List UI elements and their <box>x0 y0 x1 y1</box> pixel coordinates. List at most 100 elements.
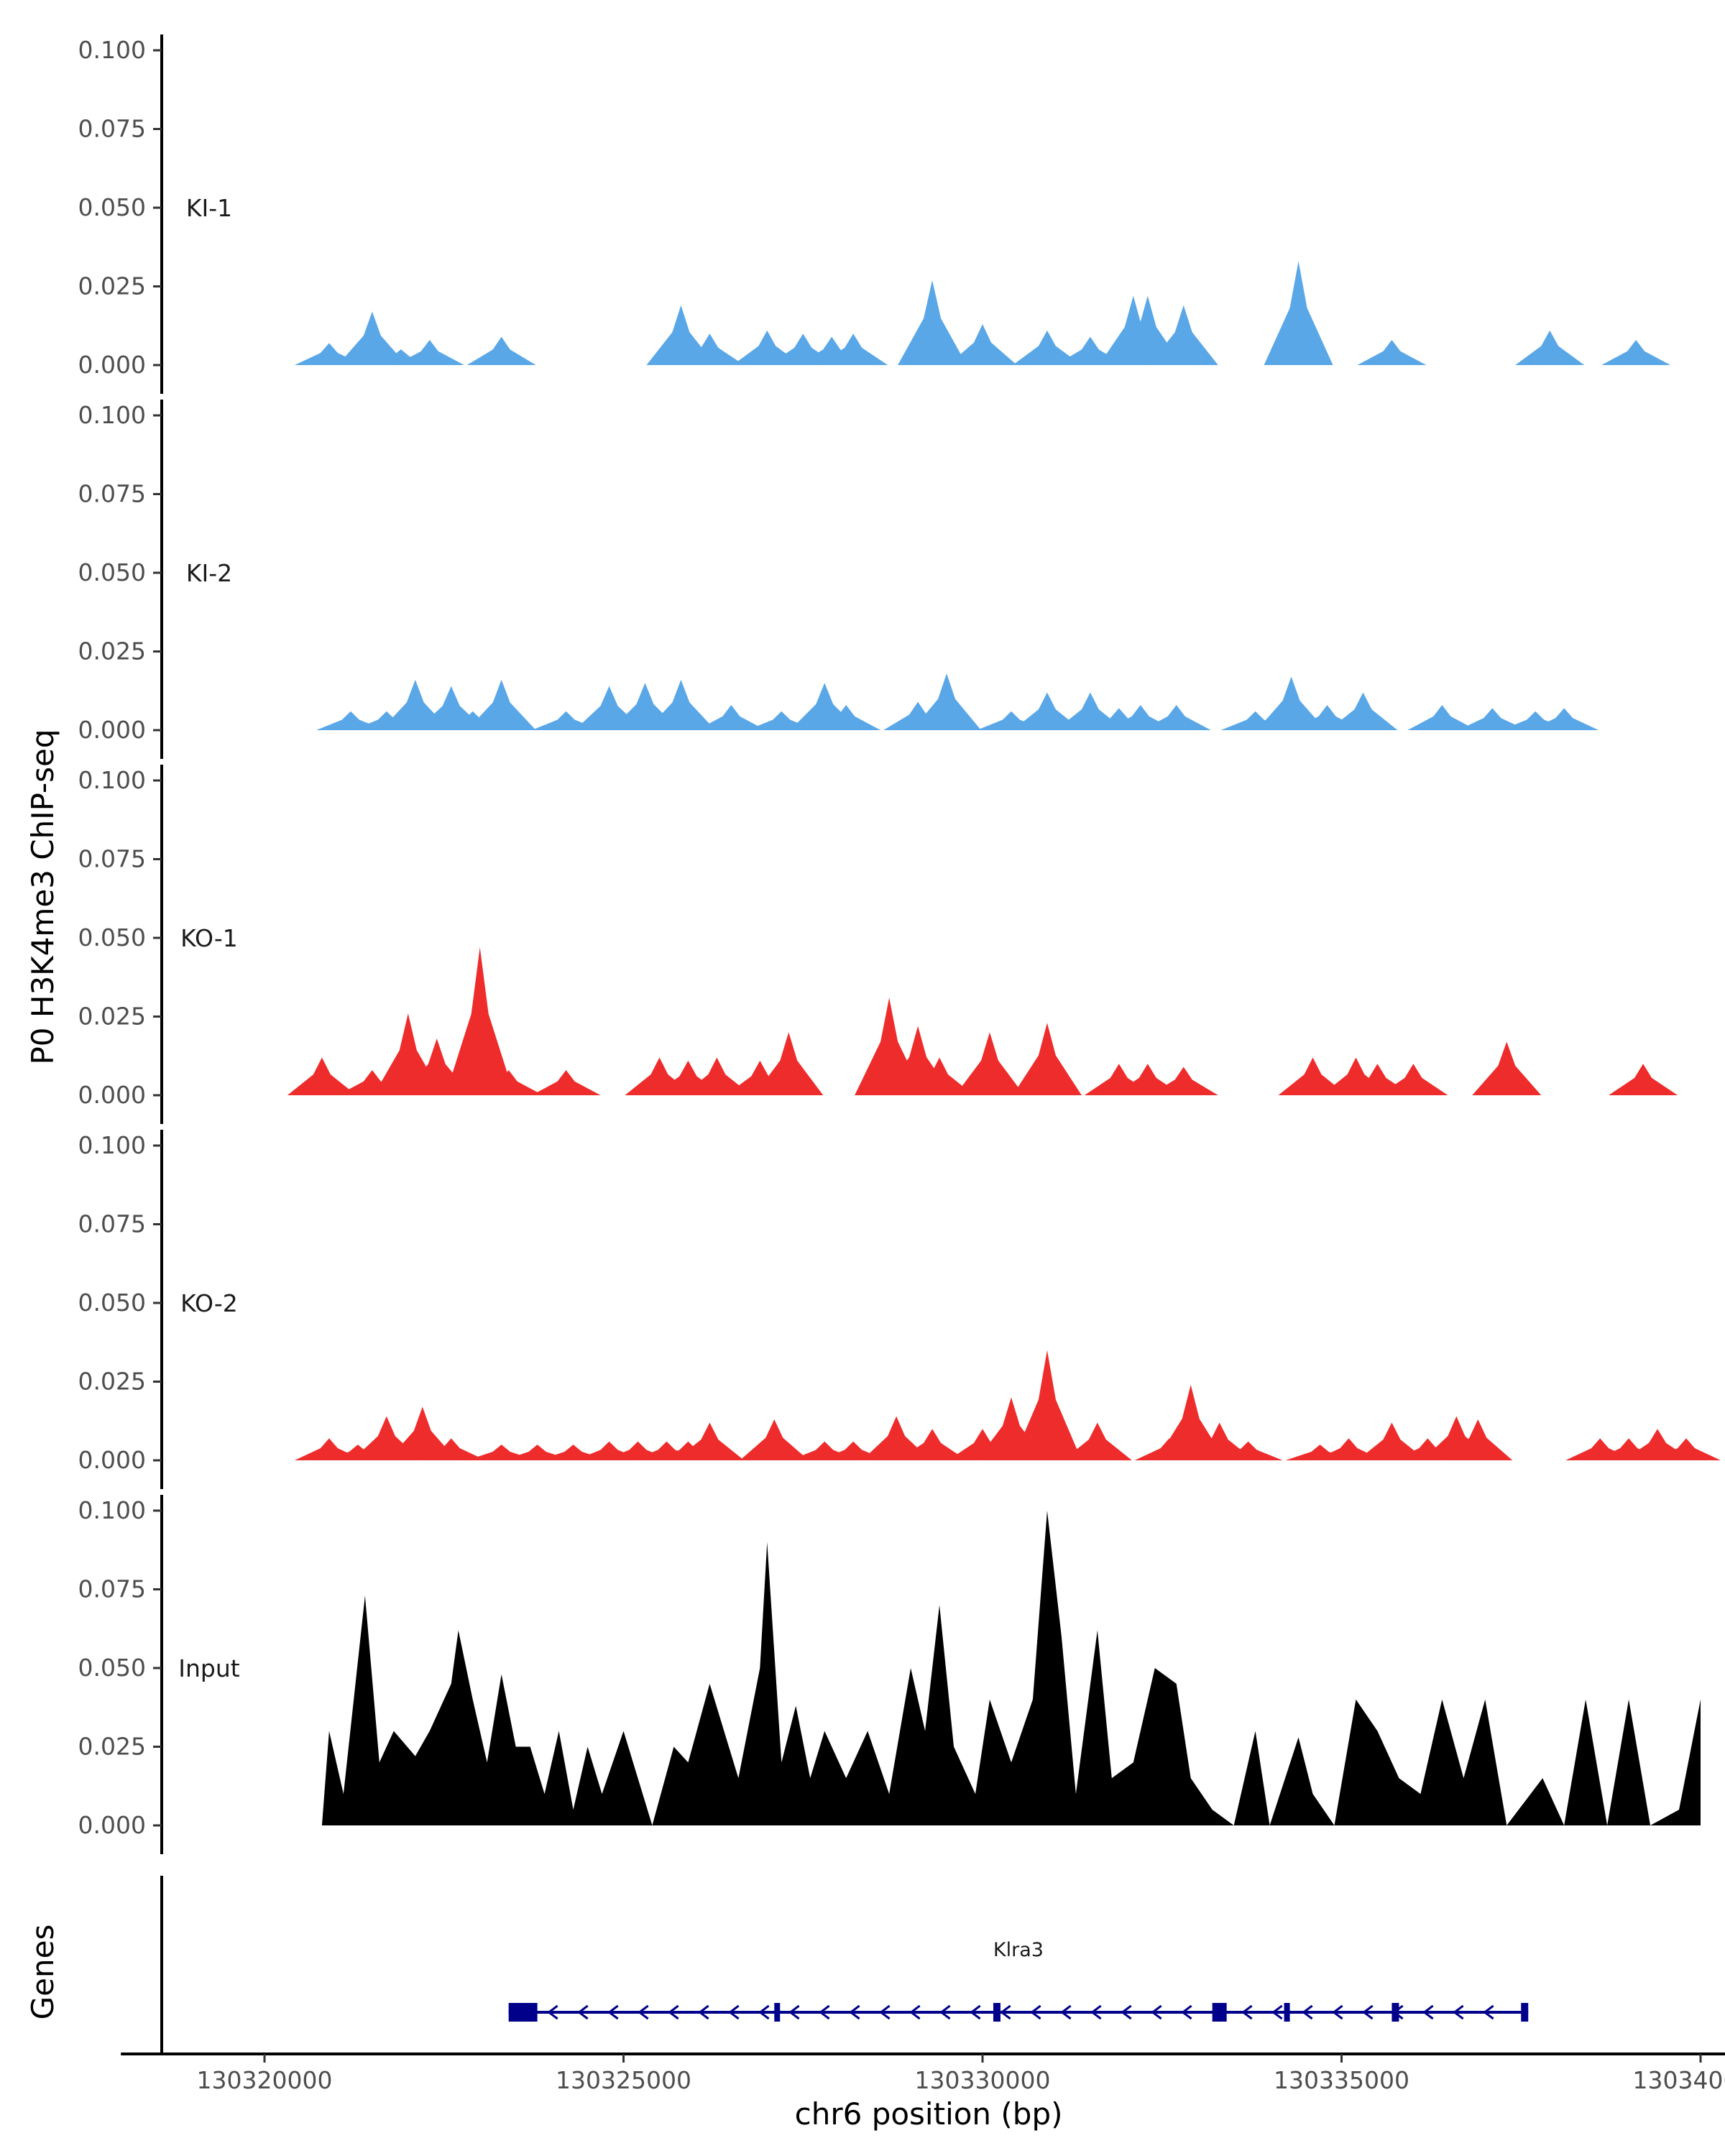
y-tick-label: 0.075 <box>78 1210 146 1238</box>
strand-arrow <box>1090 2004 1102 2020</box>
y-tick-label: 0.100 <box>78 766 146 794</box>
strand-arrow <box>1151 2004 1162 2020</box>
signal-peak <box>395 339 464 365</box>
gene-exon <box>1212 2003 1227 2022</box>
y-tick-label: 0.050 <box>78 923 146 952</box>
strand-arrow <box>638 2004 649 2020</box>
signal-peak <box>1357 1422 1427 1460</box>
gene-track: Klra3 <box>160 1876 1529 2054</box>
y-tick-label: 0.100 <box>78 401 146 429</box>
track-ki-1: 0.000 0.025 0.050 0.075 0.100 KI-1 <box>78 34 1671 394</box>
y-tick-label: 0.000 <box>78 1811 146 1839</box>
strand-arrow <box>698 2004 709 2020</box>
signal-peak <box>1012 692 1082 730</box>
y-tick-label: 0.050 <box>78 193 146 221</box>
signal-peak <box>675 333 745 365</box>
track-label: KO-2 <box>180 1289 238 1317</box>
signal-peak <box>474 1069 543 1095</box>
strand-arrow <box>849 2004 860 2020</box>
signal-peak <box>1530 708 1599 730</box>
genes-axis-title: Genes <box>25 1925 60 2020</box>
signal-peak <box>1012 1350 1082 1460</box>
y-tick-label: 0.050 <box>78 558 146 586</box>
signal-peak <box>287 1057 356 1095</box>
x-tick-label: 130325000 <box>556 2066 691 2094</box>
strand-arrow <box>547 2004 558 2020</box>
y-tick-label: 0.000 <box>78 1081 146 1109</box>
strand-arrow <box>1241 2004 1253 2020</box>
x-axis: 130320000 130325000 130330000 130335000 1303… <box>121 2053 1725 2094</box>
signal-peak <box>1149 305 1218 365</box>
y-tick-label: 0.100 <box>78 1496 146 1524</box>
strand-arrow <box>879 2004 891 2020</box>
strand-arrow <box>1000 2004 1011 2020</box>
signal-peak <box>1515 330 1585 365</box>
track-label: KI-2 <box>186 559 232 587</box>
signal-peak <box>675 1422 745 1460</box>
signal-tracks: 0.0000.0250.0500.0750.100KI-10.0000.0250… <box>78 34 1721 1854</box>
signal-peak <box>387 1406 457 1460</box>
strand-arrow <box>1453 2004 1464 2020</box>
signal-peak <box>445 947 515 1095</box>
signal-peak <box>1213 1441 1283 1460</box>
signal-peak <box>1184 1422 1254 1460</box>
x-tick-label: 130330000 <box>915 2066 1051 2094</box>
signal-peak <box>416 1438 486 1460</box>
y-axis-title: P0 H3K4me3 ChIP-seq <box>25 729 60 1064</box>
strand-arrow <box>577 2004 589 2020</box>
signal-peak <box>898 280 967 365</box>
signal-peak <box>466 336 536 365</box>
gene-exon <box>774 2003 781 2022</box>
signal-peak <box>948 324 1017 365</box>
y-tick-label: 0.025 <box>78 272 146 300</box>
gene-exon <box>1521 2003 1529 2022</box>
signal-peak <box>1379 1064 1448 1095</box>
track-label: KO-1 <box>180 924 238 952</box>
y-tick-label: 0.025 <box>78 637 146 665</box>
y-tick-label: 0.100 <box>78 36 146 64</box>
gene-exon <box>508 2003 538 2022</box>
strand-arrow <box>758 2004 770 2020</box>
y-tick-label: 0.000 <box>78 1446 146 1474</box>
signal-peak <box>1407 704 1477 730</box>
strand-arrow <box>1332 2004 1343 2020</box>
track-ki-2: 0.000 0.025 0.050 0.075 0.100 KI-2 <box>78 400 1599 759</box>
signal-peak <box>646 679 716 730</box>
strand-arrow <box>939 2004 951 2020</box>
strand-arrow <box>1302 2004 1313 2020</box>
signal-peak <box>1012 1023 1082 1095</box>
y-tick-label: 0.075 <box>78 845 146 873</box>
signal-peak <box>1601 339 1671 365</box>
strand-arrow <box>788 2004 800 2020</box>
track-label: KI-1 <box>186 194 232 222</box>
track-ko-1: 0.000 0.025 0.050 0.075 0.100 KO-1 <box>78 765 1678 1124</box>
strand-arrow <box>668 2004 679 2020</box>
signal-peak <box>1458 708 1527 730</box>
signal-peak <box>1062 1422 1132 1460</box>
strand-arrow <box>607 2004 619 2020</box>
gene-exon <box>1392 2003 1399 2022</box>
y-tick-label: 0.025 <box>78 1003 146 1031</box>
signal-peak <box>754 1032 824 1095</box>
signal-peak <box>811 704 881 730</box>
y-tick-label: 0.000 <box>78 716 146 744</box>
signal-peak <box>1256 676 1326 730</box>
strand-arrow <box>819 2004 830 2020</box>
signal-peak <box>1357 339 1427 365</box>
strand-arrow <box>1181 2004 1192 2020</box>
signal-peak <box>1609 1064 1678 1095</box>
signal-peak <box>862 1416 932 1460</box>
strand-arrow <box>1030 2004 1041 2020</box>
signal-peak <box>1472 1041 1542 1095</box>
signal-peak <box>954 1032 1024 1095</box>
signal-peak <box>531 1069 601 1095</box>
signal-peak <box>1443 1419 1513 1460</box>
signal-peak <box>1141 704 1211 730</box>
signal-peak <box>337 311 407 365</box>
strand-arrow <box>1362 2004 1374 2020</box>
signal-peak <box>898 1429 967 1460</box>
signal-peak <box>1652 1438 1721 1460</box>
y-tick-label: 0.000 <box>78 351 146 379</box>
strand-arrow <box>1483 2004 1494 2020</box>
signal-peak <box>696 704 766 730</box>
